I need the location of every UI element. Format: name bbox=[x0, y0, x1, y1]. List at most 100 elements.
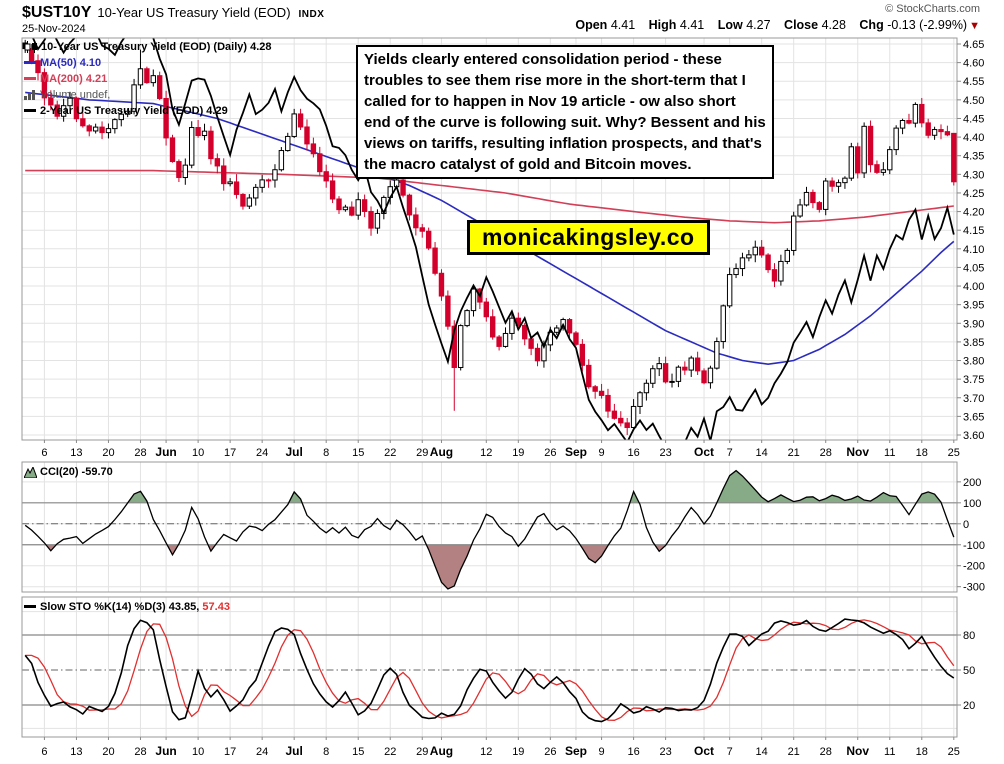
x-axis-label: 9 bbox=[599, 746, 605, 758]
page-title: 10-Year US Treasury Yield (EOD) bbox=[97, 5, 291, 20]
y-axis-label: 0 bbox=[963, 519, 969, 531]
x-axis-label: 21 bbox=[788, 746, 800, 758]
x-axis-label: 17 bbox=[224, 746, 236, 758]
candle-body bbox=[707, 367, 714, 384]
candle-body bbox=[611, 410, 618, 419]
candle-body bbox=[221, 165, 227, 185]
candle-body bbox=[528, 338, 534, 349]
y-axis-label: 4.35 bbox=[963, 151, 984, 163]
x-axis-label: 11 bbox=[884, 447, 895, 459]
x-axis-label: 7 bbox=[727, 746, 733, 758]
x-axis-label: Aug bbox=[430, 744, 453, 758]
candle-body bbox=[150, 75, 156, 84]
x-axis-label: Jul bbox=[286, 744, 303, 758]
candle-body bbox=[144, 68, 150, 84]
x-axis-label: 6 bbox=[41, 447, 47, 459]
y-axis-label: 3.60 bbox=[963, 430, 984, 442]
x-axis-label: 13 bbox=[70, 447, 82, 459]
low-value: 4.27 bbox=[746, 18, 771, 32]
x-axis-label: Oct bbox=[694, 445, 714, 459]
candle-body bbox=[131, 84, 137, 112]
y-axis-label: 100 bbox=[963, 498, 981, 510]
x-axis-label: 10 bbox=[192, 746, 204, 758]
candle-body bbox=[861, 125, 867, 174]
x-axis-label: 6 bbox=[41, 746, 47, 758]
candle-body bbox=[86, 125, 92, 132]
candle-body bbox=[912, 103, 919, 124]
y-axis-label: 3.85 bbox=[963, 337, 984, 349]
y-axis-label: 4.60 bbox=[963, 58, 984, 70]
candle-body bbox=[797, 204, 803, 217]
x-axis-label: Sep bbox=[565, 445, 587, 459]
x-axis-label: 16 bbox=[627, 746, 639, 758]
x-axis-label: 8 bbox=[323, 447, 329, 459]
y-axis-label: 3.65 bbox=[963, 411, 984, 423]
chart-header: $UST10Y 10-Year US Treasury Yield (EOD) IN… bbox=[22, 4, 324, 22]
two-year-yield-line bbox=[32, 38, 955, 440]
y-axis-label: 4.40 bbox=[963, 132, 984, 144]
legend-ma200-label: MA(200) 4.21 bbox=[40, 73, 108, 85]
cci-legend: CCI(20) -59.70 bbox=[23, 465, 113, 479]
candle-body bbox=[586, 364, 592, 388]
x-axis-label: 20 bbox=[102, 746, 114, 758]
x-axis-label: 23 bbox=[659, 746, 671, 758]
sto-legend-label-d: 57.43 bbox=[202, 601, 230, 613]
line2y-icon bbox=[24, 108, 36, 112]
candle-body bbox=[80, 118, 86, 127]
y-axis-label: 4.05 bbox=[963, 262, 984, 274]
candle-body bbox=[137, 68, 144, 86]
symbol: $UST10Y bbox=[22, 4, 92, 21]
x-axis-label: 8 bbox=[323, 746, 329, 758]
y-axis-label: 4.00 bbox=[963, 281, 984, 293]
candle-body bbox=[880, 169, 887, 173]
candle-body bbox=[99, 126, 105, 134]
candle-body bbox=[438, 272, 445, 297]
candle-body bbox=[201, 130, 208, 137]
open-value: 4.41 bbox=[610, 18, 636, 32]
x-axis-label: Nov bbox=[846, 744, 869, 758]
sto-panel-border bbox=[21, 596, 958, 738]
volume-bars-icon bbox=[24, 90, 35, 101]
close-label: Close bbox=[784, 18, 819, 32]
x-axis-label: 10 bbox=[192, 447, 204, 459]
x-axis-label: 19 bbox=[512, 447, 524, 459]
main-panel-border bbox=[21, 37, 958, 441]
y-axis-label: 4.50 bbox=[963, 95, 984, 107]
candle-body bbox=[855, 146, 861, 174]
candle-body bbox=[573, 332, 579, 345]
ma50-line-icon bbox=[24, 60, 36, 64]
candle-body bbox=[406, 194, 413, 216]
candle-body bbox=[874, 164, 880, 173]
candle-body bbox=[368, 210, 374, 229]
candle-body bbox=[483, 301, 489, 318]
sto-k-line bbox=[24, 618, 955, 723]
candle-body bbox=[618, 417, 624, 424]
cci-overbought-fill bbox=[22, 470, 957, 503]
y-axis-label: 4.20 bbox=[963, 207, 984, 219]
x-axis-label: 15 bbox=[352, 746, 364, 758]
candle-body bbox=[253, 186, 259, 199]
candle-body bbox=[285, 135, 291, 152]
legend-2y-overlay: 2-Year US Treasury Yield (EOD) 4.29 bbox=[24, 104, 228, 118]
x-axis-label: 26 bbox=[544, 746, 556, 758]
candle-body bbox=[951, 132, 957, 183]
cci-oversold-fill bbox=[22, 544, 957, 589]
candle-body bbox=[361, 199, 368, 212]
x-axis-label: 25 bbox=[948, 746, 960, 758]
candle-body bbox=[457, 325, 464, 369]
x-axis-label: 23 bbox=[659, 447, 671, 459]
x-axis-label: 28 bbox=[820, 447, 832, 459]
x-axis-label: 13 bbox=[70, 746, 82, 758]
x-axis-label: 28 bbox=[820, 746, 832, 758]
candle-body bbox=[701, 370, 707, 384]
candle-body bbox=[48, 97, 54, 106]
candle-body bbox=[470, 288, 477, 312]
candle-body bbox=[669, 380, 675, 383]
cci-legend-label: CCI(20) -59.70 bbox=[40, 466, 113, 478]
candle-body bbox=[938, 129, 944, 133]
x-axis-label: Aug bbox=[430, 445, 453, 459]
candle-body bbox=[893, 127, 899, 151]
candle-body bbox=[304, 126, 310, 145]
